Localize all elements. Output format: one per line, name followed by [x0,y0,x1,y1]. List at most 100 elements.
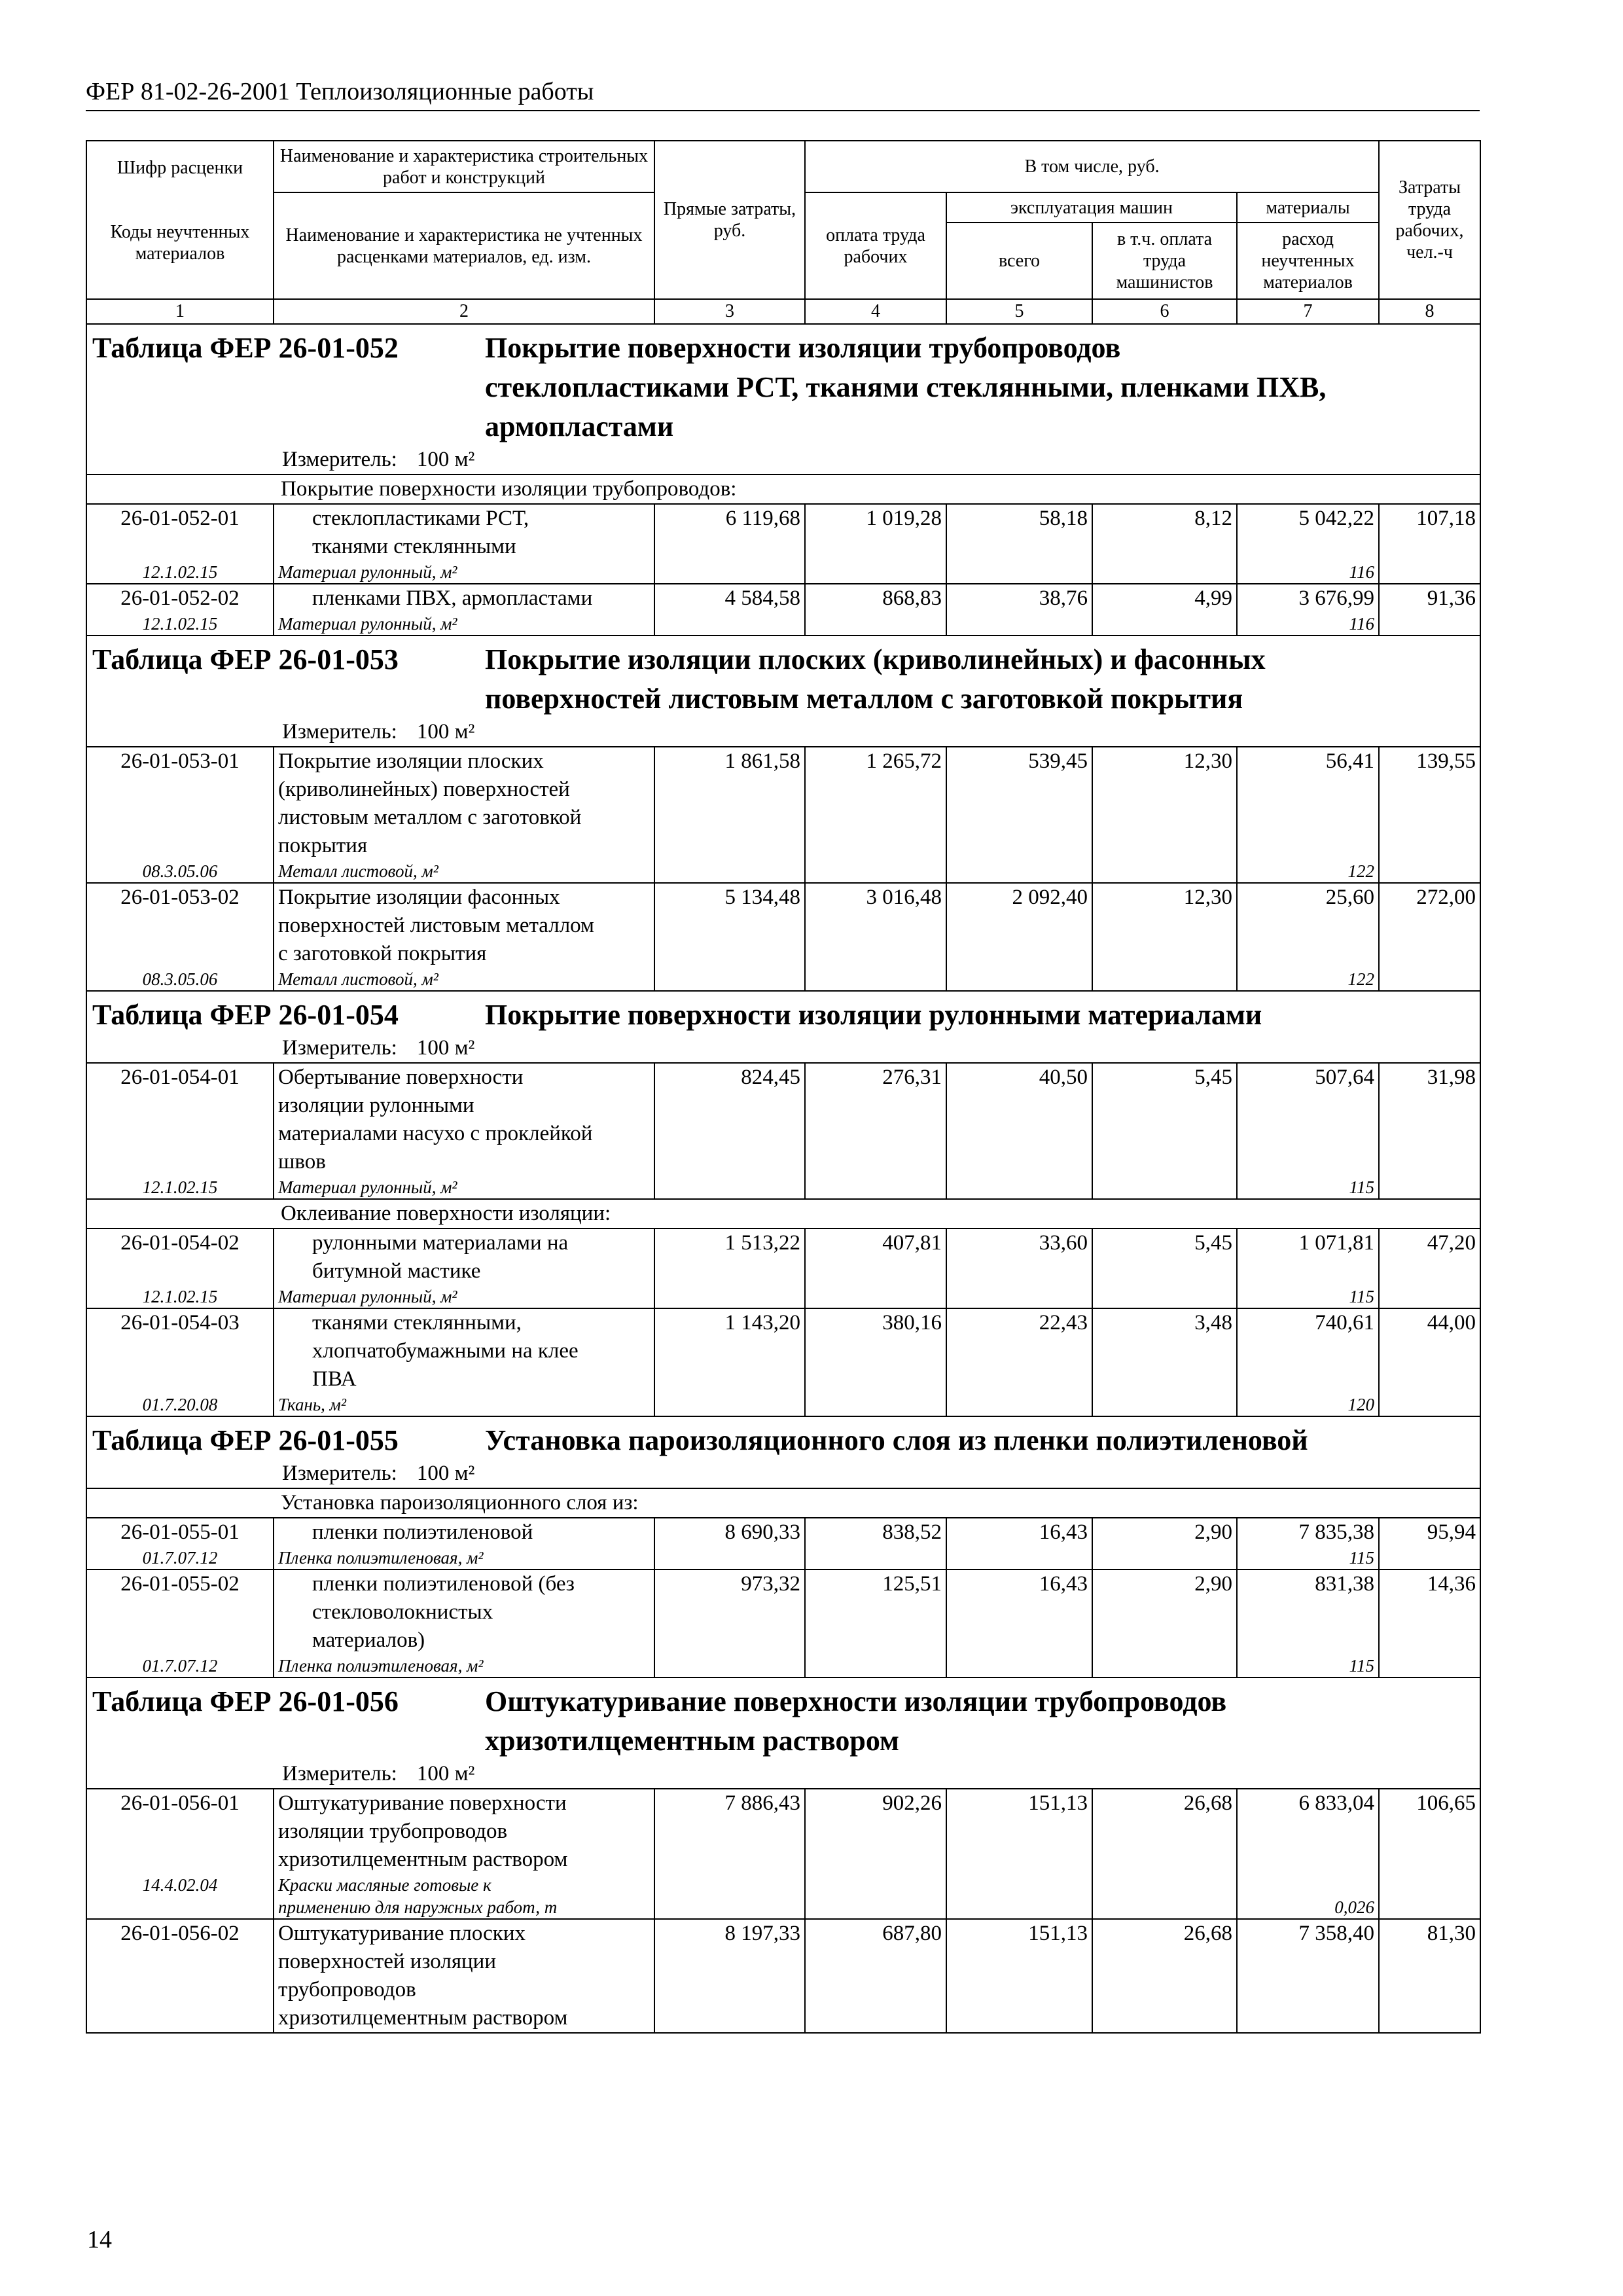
rate-code: 26-01-056-01 [86,1788,274,1874]
material-qty: 0,026 [1236,1874,1380,1919]
value-col5: 151,13 [946,1918,1092,2033]
value-col8: 95,94 [1378,1517,1481,1547]
section-title-line: Покрытие поверхности изоляции рулонными … [485,999,1262,1031]
work-name-line: с заготовкой покрытия [278,942,487,965]
material-code: 12.1.02.15 [86,1285,274,1308]
section-title: Оштукатуривание поверхности изоляции тру… [485,1682,1226,1761]
empty-cell [946,860,1092,883]
value-col6: 4,99 [1092,583,1237,613]
rate-code: 26-01-054-03 [86,1308,274,1393]
material-name-line: Материал рулонный, м² [278,562,457,582]
materials-header: материалы [1236,192,1380,223]
work-name-line: Обертывание поверхности [278,1066,524,1089]
value-col4: 3 016,48 [804,882,946,968]
value-col8: 81,30 [1378,1918,1481,2033]
work-name-line: тканями стеклянными [312,535,516,558]
material-code: 08.3.05.06 [86,968,274,991]
value-col5: 22,43 [946,1308,1092,1393]
material-name: Материал рулонный, м² [273,1285,654,1308]
section-code: Таблица ФЕР 26-01-053 [92,643,399,675]
work-name-line: ПВА [312,1367,357,1391]
empty-cell [946,561,1092,584]
empty-cell [1092,1285,1237,1308]
empty-cell [1092,1393,1237,1416]
table-row: 26-01-053-01 Покрытие изоляции плоских (кр… [86,746,1481,860]
work-name-line: хризотилцементным раствором [278,1848,568,1871]
material-row: 08.3.05.06 Металл листовой, м² 122 [86,968,1481,991]
value-col7: 25,60 [1236,882,1380,968]
rate-code: 26-01-054-01 [86,1062,274,1176]
value-col8: 91,36 [1378,583,1481,613]
material-qty: 115 [1236,1547,1380,1570]
col1-header-bottom: Коды неучтенных материалов [110,222,250,264]
section-title-line: армопластами [485,410,674,442]
value-col7: 6 833,04 [1236,1788,1380,1874]
section-title-row: Таблица ФЕР 26-01-052 Покрытие поверхност… [86,323,1481,475]
material-name: Материал рулонный, м² [273,1176,654,1199]
value-col7: 7 358,40 [1236,1918,1380,2033]
rate-code: 26-01-052-01 [86,503,274,561]
measure: Измеритель: 100 м² [92,446,1474,473]
empty-cell [1378,860,1481,883]
work-name-line: (криволинейных) поверхностей [278,778,570,801]
table-row: 26-01-055-01 пленки полиэтиленовой 8 690,3… [86,1517,1481,1547]
rates-table: Шифр расценки Коды неучтенных материалов… [86,140,1482,2034]
material-name-line: применению для наружных работ, т [278,1897,558,1917]
material-qty: 122 [1236,860,1380,883]
table-row: 26-01-054-01 Обертывание поверхности изоля… [86,1062,1481,1176]
empty-cell [1092,561,1237,584]
material-name: Материал рулонный, м² [273,613,654,636]
measure-value: 100 м² [416,1036,475,1060]
table-row: 26-01-054-03 тканями стеклянными, хлопчато… [86,1308,1481,1393]
value-col6: 2,90 [1092,1517,1237,1547]
column-number: 7 [1236,298,1380,325]
section-title-row: Таблица ФЕР 26-01-056 Оштукатуривание пов… [86,1677,1481,1789]
material-qty: 120 [1236,1393,1380,1416]
table-row: 26-01-052-01 стеклопластиками РСТ, тканями… [86,503,1481,561]
measure: Измеритель: 100 м² [92,1035,1474,1061]
table-row: 26-01-055-02 пленки полиэтиленовой (без ст… [86,1569,1481,1655]
material-name-line: Пленка полиэтиленовая, м² [278,1656,484,1676]
value-col4: 125,51 [804,1569,946,1655]
empty-cell [654,1874,805,1919]
work-name-line: стеклопластиками РСТ, [312,507,529,530]
value-col8: 272,00 [1378,882,1481,968]
value-col3: 8 197,33 [654,1918,805,2033]
material-name: Металл листовой, м² [273,968,654,991]
material-name: Ткань, м² [273,1393,654,1416]
section-code: Таблица ФЕР 26-01-055 [92,1424,399,1456]
work-name-line: материалов) [312,1628,425,1652]
value-col8: 139,55 [1378,746,1481,860]
empty-cell [946,1655,1092,1677]
empty-cell [654,1393,805,1416]
value-col6: 26,68 [1092,1788,1237,1874]
value-col5: 151,13 [946,1788,1092,1874]
empty-cell [654,860,805,883]
empty-cell [946,1285,1092,1308]
column-number: 6 [1092,298,1238,325]
work-name-line: листовым металлом с заготовкой [278,806,582,829]
empty-cell [804,1874,946,1919]
material-qty: 115 [1236,1285,1380,1308]
measure-label: Измеритель: [282,1036,397,1060]
group-heading-row: Оклеивание поверхности изоляции: [86,1198,1481,1229]
machines-header: эксплуатация машин [946,192,1238,223]
value-col3: 5 134,48 [654,882,805,968]
material-name: Пленка полиэтиленовая, м² [273,1547,654,1570]
value-col5: 16,43 [946,1569,1092,1655]
empty-cell [654,1655,805,1677]
table-row: 26-01-056-02 Оштукатуривание плоских повер… [86,1918,1481,2033]
rate-code: 26-01-055-02 [86,1569,274,1655]
empty-cell [804,860,946,883]
material-name-line: Ткань, м² [278,1395,347,1414]
value-col7: 7 835,38 [1236,1517,1380,1547]
value-col3: 1 143,20 [654,1308,805,1393]
empty-cell [946,1393,1092,1416]
material-name-line: Металл листовой, м² [278,861,438,881]
section-title: Покрытие поверхности изоляции трубопрово… [485,329,1326,446]
value-col8: 47,20 [1378,1228,1481,1285]
value-col8: 44,00 [1378,1308,1481,1393]
empty-cell [1378,1874,1481,1919]
material-name: Краски масляные готовые к применению для … [273,1874,654,1919]
empty-cell [654,1176,805,1199]
